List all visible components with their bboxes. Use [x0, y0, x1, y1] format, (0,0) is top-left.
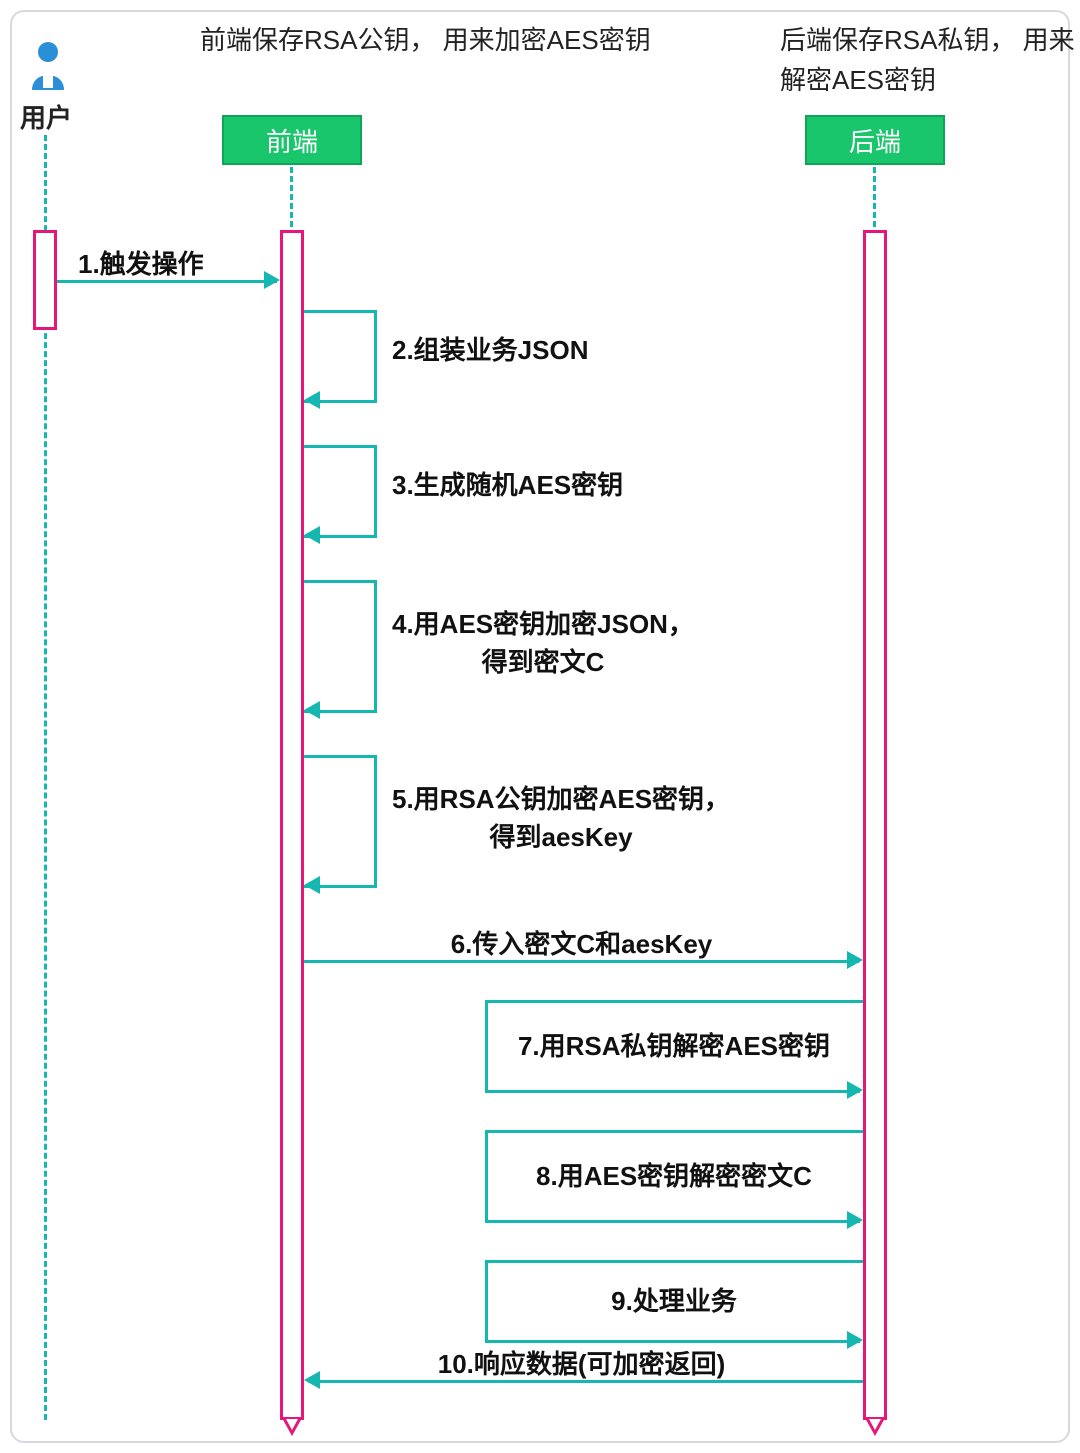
activation-frontend [280, 230, 304, 1420]
label-m3: 3.生成随机AES密钥 [392, 467, 623, 505]
arrow-m2-vert [374, 310, 377, 400]
actor-user-label: 用户 [18, 98, 74, 135]
arrow-m7-bot [485, 1090, 860, 1093]
frontend-note: 前端保存RSA公钥， 用来加密AES密钥 [200, 20, 651, 60]
arrow-m3-vert [374, 445, 377, 535]
arrow-m9-bot [485, 1340, 860, 1343]
diagram-frame [10, 10, 1070, 1443]
arrow-m5-top [304, 755, 374, 758]
activation-backend-end-icon [865, 1418, 885, 1436]
label-m6: 6.传入密文C和aesKey [304, 926, 859, 964]
arrow-m4-top [304, 580, 374, 583]
lifeline-dash-backend [873, 167, 876, 227]
arrow-m2-top [304, 310, 374, 313]
label-m1: 1.触发操作 [78, 246, 268, 284]
arrow-m4-vert [374, 580, 377, 710]
arrow-m9-top [485, 1260, 863, 1263]
activation-backend [863, 230, 887, 1420]
arrow-m5-vert [374, 755, 377, 885]
arrow-m7-head-icon [847, 1081, 863, 1099]
arrow-m8-head-icon [847, 1211, 863, 1229]
backend-note: 后端保存RSA私钥， 用来解密AES密钥 [780, 20, 1080, 101]
label-m5: 5.用RSA公钥加密AES密钥， 得到aesKey [392, 781, 730, 856]
label-m4: 4.用AES密钥加密JSON， 得到密文C [392, 606, 694, 681]
arrow-m7-top [485, 1000, 863, 1003]
arrow-m8-top [485, 1130, 863, 1133]
label-m2: 2.组装业务JSON [392, 332, 589, 370]
arrow-m2-head-icon [304, 391, 320, 409]
label-m8: 8.用AES密钥解密密文C [485, 1158, 863, 1196]
label-m10: 10.响应数据(可加密返回) [304, 1346, 859, 1384]
label-m9: 9.处理业务 [485, 1283, 863, 1321]
arrow-m4-head-icon [304, 701, 320, 719]
arrow-m8-bot [485, 1220, 860, 1223]
arrow-m5-head-icon [304, 876, 320, 894]
arrow-m3-top [304, 445, 374, 448]
lifeline-frontend: 前端 [222, 115, 362, 165]
activation-user [33, 230, 57, 330]
person-icon [28, 40, 68, 90]
lifeline-backend: 后端 [805, 115, 945, 165]
lifeline-dash-frontend [290, 167, 293, 227]
activation-frontend-end-icon [282, 1418, 302, 1436]
label-m7: 7.用RSA私钥解密AES密钥 [485, 1028, 863, 1066]
arrow-m3-head-icon [304, 526, 320, 544]
